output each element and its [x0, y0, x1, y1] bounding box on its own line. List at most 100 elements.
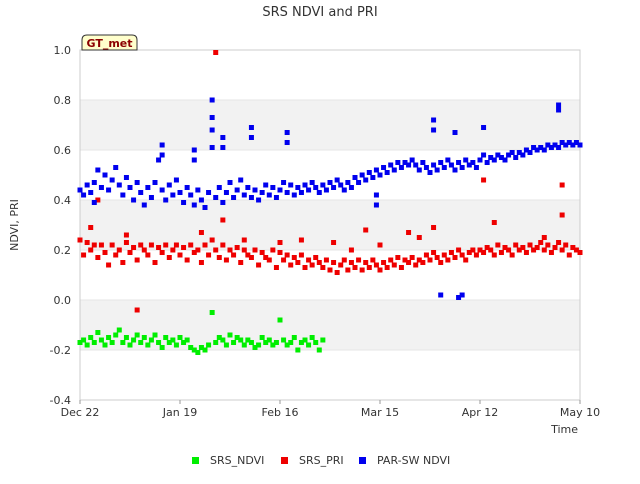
- point-par-sw-ndvi: [481, 125, 487, 130]
- point-par-sw-ndvi: [477, 157, 483, 163]
- point-par-sw-ndvi: [131, 197, 137, 203]
- point-srs-pri: [352, 265, 358, 270]
- point-par-sw-ndvi: [466, 162, 472, 168]
- point-srs-pri: [227, 247, 233, 253]
- point-par-sw-ndvi: [116, 182, 122, 188]
- point-par-sw-ndvi: [220, 145, 226, 150]
- point-srs-pri: [452, 255, 458, 260]
- point-srs-pri: [156, 245, 162, 250]
- point-srs-pri: [534, 245, 540, 250]
- point-par-sw-ndvi: [348, 185, 354, 190]
- point-srs-pri: [284, 252, 290, 258]
- point-srs-pri: [291, 255, 297, 260]
- point-srs-pri: [213, 247, 219, 253]
- point-par-sw-ndvi: [545, 142, 551, 148]
- point-srs-pri: [259, 250, 265, 255]
- grid-band: [80, 300, 580, 350]
- point-srs-pri: [209, 237, 215, 243]
- point-srs-pri: [238, 260, 244, 265]
- point-par-sw-ndvi: [234, 187, 240, 193]
- series-srs-ndvi: [77, 310, 326, 355]
- point-srs-pri: [127, 250, 133, 255]
- point-par-sw-ndvi: [198, 197, 204, 203]
- point-srs-ndvi: [156, 340, 162, 345]
- point-par-sw-ndvi: [552, 142, 558, 148]
- point-par-sw-ndvi: [159, 187, 165, 193]
- point-srs-ndvi: [277, 317, 283, 323]
- point-srs-ndvi: [288, 340, 294, 345]
- point-srs-pri: [348, 260, 354, 265]
- point-srs-pri: [384, 265, 390, 270]
- point-srs-ndvi: [313, 340, 319, 345]
- point-srs-ndvi: [166, 340, 172, 345]
- point-par-sw-ndvi: [395, 160, 401, 165]
- point-srs-pri: [173, 242, 179, 248]
- point-srs-pri: [88, 225, 94, 230]
- point-par-sw-ndvi: [306, 187, 312, 193]
- point-srs-pri: [523, 250, 529, 255]
- point-srs-pri: [566, 252, 572, 258]
- point-srs-pri: [420, 260, 426, 265]
- point-srs-ndvi: [173, 342, 179, 348]
- point-srs-ndvi: [209, 310, 215, 315]
- y-axis-label: NDVI, PRI: [8, 199, 21, 251]
- point-par-sw-ndvi: [245, 185, 251, 190]
- point-srs-pri: [338, 262, 344, 268]
- station-badge: GT_met: [81, 34, 138, 51]
- point-par-sw-ndvi: [327, 180, 333, 185]
- point-srs-pri: [409, 255, 415, 260]
- point-par-sw-ndvi: [577, 142, 583, 148]
- point-srs-pri: [406, 260, 412, 265]
- point-par-sw-ndvi: [248, 195, 254, 200]
- point-par-sw-ndvi: [377, 172, 383, 178]
- point-srs-pri: [231, 252, 237, 258]
- point-srs-pri: [577, 250, 583, 255]
- point-srs-pri: [402, 257, 408, 263]
- point-par-sw-ndvi: [563, 142, 569, 148]
- point-srs-pri: [181, 245, 187, 250]
- point-srs-pri: [152, 260, 158, 265]
- point-par-sw-ndvi: [573, 140, 579, 145]
- point-srs-ndvi: [102, 342, 108, 348]
- point-par-sw-ndvi: [406, 162, 412, 168]
- legend-swatch-srs-ndvi: [192, 457, 199, 464]
- point-par-sw-ndvi: [284, 140, 290, 145]
- point-par-sw-ndvi: [213, 195, 219, 200]
- point-srs-ndvi: [106, 335, 112, 340]
- point-par-sw-ndvi: [356, 180, 362, 185]
- point-srs-pri: [563, 242, 569, 248]
- x-tick-label: Apr 12: [462, 406, 499, 419]
- point-srs-ndvi: [148, 337, 154, 343]
- point-srs-pri: [373, 262, 379, 268]
- point-par-sw-ndvi: [556, 145, 562, 150]
- point-par-sw-ndvi: [145, 185, 151, 190]
- point-par-sw-ndvi: [173, 177, 179, 183]
- point-srs-pri: [327, 267, 333, 273]
- point-srs-ndvi: [202, 347, 208, 353]
- point-par-sw-ndvi: [113, 165, 119, 170]
- point-par-sw-ndvi: [309, 180, 315, 185]
- point-srs-ndvi: [181, 340, 187, 345]
- point-par-sw-ndvi: [559, 140, 565, 145]
- point-srs-pri: [359, 267, 365, 273]
- point-srs-ndvi: [138, 340, 144, 345]
- point-par-sw-ndvi: [191, 147, 197, 153]
- point-par-sw-ndvi: [373, 167, 379, 173]
- point-srs-ndvi: [309, 335, 315, 340]
- point-srs-pri: [220, 217, 226, 223]
- point-srs-pri: [334, 270, 340, 275]
- point-par-sw-ndvi: [127, 185, 133, 190]
- point-srs-pri: [131, 245, 137, 250]
- point-srs-pri: [123, 240, 129, 245]
- point-srs-pri: [313, 255, 319, 260]
- point-srs-ndvi: [266, 337, 272, 343]
- point-srs-pri: [477, 247, 483, 253]
- point-par-sw-ndvi: [438, 160, 444, 165]
- point-par-sw-ndvi: [241, 192, 247, 198]
- x-axis-ticks: Dec 22 Jan 19 Feb 16 Mar 15 Apr 12 May 10: [61, 400, 600, 419]
- point-srs-pri: [541, 247, 547, 253]
- point-par-sw-ndvi: [138, 190, 144, 195]
- point-srs-ndvi: [263, 340, 269, 345]
- badge-label: GT_met: [86, 37, 132, 50]
- point-srs-pri: [277, 250, 283, 255]
